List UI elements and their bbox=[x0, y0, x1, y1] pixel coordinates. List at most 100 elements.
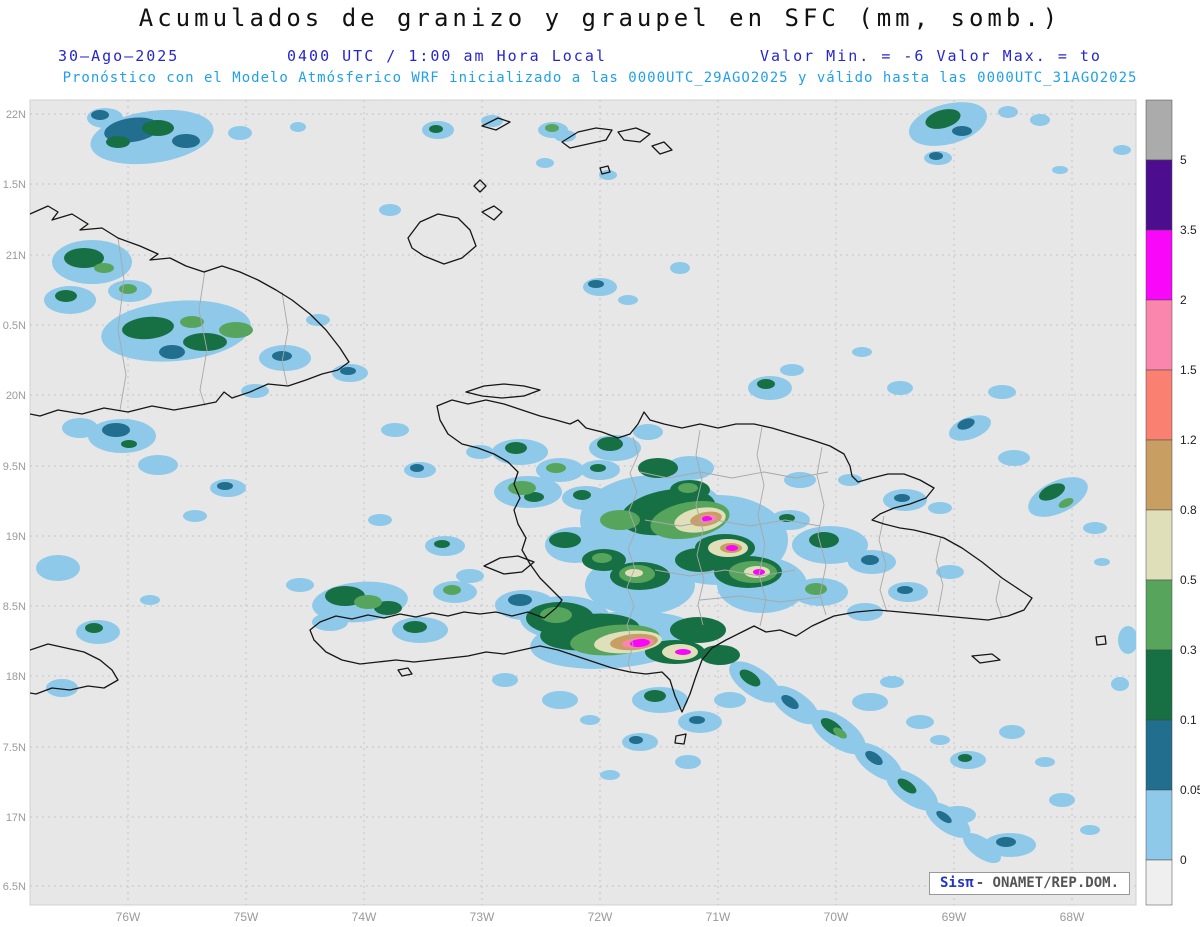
small-cay-coastline bbox=[599, 165, 611, 175]
colorbar-label: 0.8 bbox=[1180, 503, 1197, 517]
dr-province-line bbox=[935, 536, 944, 613]
contour-blob bbox=[925, 109, 961, 129]
contour-blob bbox=[1094, 558, 1110, 566]
sispi-logo: Sisπ bbox=[939, 875, 974, 891]
colorbar-segment bbox=[1145, 579, 1173, 651]
colorbar-label: 0.5 bbox=[1180, 573, 1197, 587]
contour-blob bbox=[94, 263, 114, 273]
contour-blob bbox=[597, 437, 623, 451]
contour-blob bbox=[906, 715, 934, 729]
contour-blob bbox=[897, 778, 917, 794]
contour-blob bbox=[434, 540, 450, 548]
y-tick-label: 17N bbox=[6, 812, 26, 824]
contour-blob bbox=[102, 423, 130, 437]
contour-blob bbox=[272, 351, 292, 361]
contour-blob bbox=[1080, 825, 1100, 835]
dr-province-line bbox=[878, 515, 888, 613]
contour-blob bbox=[852, 693, 888, 711]
subtitle-line: 30–Ago–2025 0400 UTC / 1:00 am Hora Loca… bbox=[0, 47, 1200, 67]
contour-blob bbox=[159, 345, 185, 359]
contour-blob bbox=[429, 125, 443, 133]
y-tick-label: 21N bbox=[6, 250, 26, 262]
colorbar: 5 3.5 2 1.5 1.2 0.8 0.5 0.3 0.1 0.05 0 bbox=[1145, 99, 1200, 906]
contour-blob bbox=[290, 122, 306, 132]
contour-blob bbox=[381, 423, 409, 437]
caicos-islands-coastline bbox=[617, 127, 651, 143]
contour-blob bbox=[508, 481, 536, 495]
contour-blob bbox=[36, 555, 80, 581]
contour-blob bbox=[312, 613, 348, 631]
y-tick-label: 7.5N bbox=[3, 742, 26, 754]
contour-blob bbox=[443, 585, 461, 595]
contour-blob bbox=[140, 595, 160, 605]
dr-province-line bbox=[654, 569, 796, 577]
contour-blob bbox=[466, 445, 494, 459]
dr-province-line bbox=[995, 579, 1003, 619]
contour-blob bbox=[85, 623, 103, 633]
contour-blob bbox=[833, 727, 847, 739]
y-tick-label: 8.5N bbox=[3, 601, 26, 613]
colorbar-segment bbox=[1145, 789, 1173, 861]
valid-time-label: 0400 UTC / 1:00 am Hora Local bbox=[287, 47, 607, 65]
colorbar-segment bbox=[1145, 719, 1173, 791]
contour-blob bbox=[689, 716, 705, 724]
contour-blob bbox=[625, 569, 643, 577]
contour-blob bbox=[592, 553, 612, 563]
ile-a-vache-coastline bbox=[397, 667, 413, 677]
admin-boundaries bbox=[117, 237, 1003, 673]
beata-island-coastline bbox=[674, 733, 687, 745]
contour-blob bbox=[865, 750, 883, 766]
contour-blob bbox=[784, 472, 816, 488]
contour-blob bbox=[998, 106, 1018, 118]
y-tick-label: 0.5N bbox=[3, 320, 26, 332]
contour-blob bbox=[228, 126, 252, 140]
contour-blob bbox=[753, 569, 765, 575]
contour-blob bbox=[675, 649, 691, 655]
x-tick-label: 74W bbox=[352, 910, 377, 924]
contour-blob bbox=[64, 248, 104, 268]
dr-province-line bbox=[699, 595, 821, 603]
saona-island-coastline bbox=[971, 653, 1001, 664]
colorbar-label: 5 bbox=[1180, 153, 1187, 167]
contour-blob bbox=[714, 692, 746, 708]
colorbar-label: 3.5 bbox=[1180, 223, 1197, 237]
contour-blob bbox=[1113, 145, 1131, 155]
x-tick-label: 75W bbox=[234, 910, 259, 924]
caicos-islands-coastline bbox=[651, 141, 673, 155]
contour-blob bbox=[957, 418, 975, 430]
contour-blob bbox=[524, 492, 544, 502]
contour-blob bbox=[546, 463, 566, 473]
x-tick-label: 71W bbox=[706, 910, 731, 924]
contour-blob bbox=[618, 295, 638, 305]
contour-blob bbox=[781, 694, 799, 710]
gonave-island-coastline bbox=[483, 555, 535, 575]
contour-blob bbox=[492, 673, 518, 687]
x-tick-label: 69W bbox=[942, 910, 967, 924]
contour-blob bbox=[958, 754, 972, 762]
colorbar-segment bbox=[1145, 159, 1173, 231]
contour-blob bbox=[46, 679, 78, 697]
contour-blob bbox=[963, 832, 1001, 864]
x-tick-label: 76W bbox=[116, 910, 141, 924]
y-tick-label: 19N bbox=[6, 531, 26, 543]
colorbar-segment bbox=[1145, 99, 1173, 161]
contour-blob bbox=[930, 735, 950, 745]
contour-blob bbox=[549, 532, 581, 548]
colorbar-segment bbox=[1145, 509, 1173, 581]
colorbar-label: 0 bbox=[1180, 853, 1187, 867]
contour-blob bbox=[998, 450, 1030, 466]
colorbar-segment bbox=[1145, 859, 1173, 906]
contour-blob bbox=[1083, 522, 1107, 534]
dr-province-line bbox=[644, 519, 821, 527]
contour-blob bbox=[91, 110, 109, 120]
cuba-province-line bbox=[198, 269, 208, 407]
longitude-axis-labels: 76W 75W 74W 73W 72W 71W 70W 69W 68W bbox=[116, 910, 1085, 924]
contour-blob bbox=[928, 502, 952, 514]
coastlines bbox=[30, 117, 1107, 745]
y-tick-label: 20N bbox=[6, 390, 26, 402]
contour-blob bbox=[1058, 498, 1074, 508]
contour-blob bbox=[542, 691, 578, 709]
y-tick-label: 1.5N bbox=[3, 179, 26, 191]
contour-blob bbox=[219, 322, 253, 338]
small-cay-coastline bbox=[481, 117, 511, 131]
